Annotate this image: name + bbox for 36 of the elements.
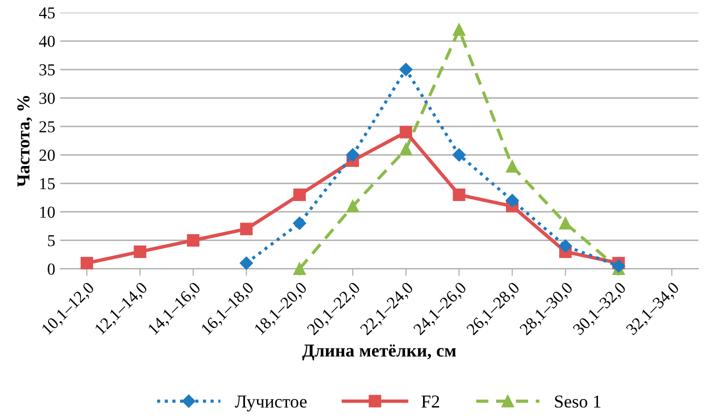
point — [612, 259, 626, 273]
y-tick-label: 15 — [40, 178, 55, 190]
point — [506, 160, 519, 173]
point — [400, 142, 412, 156]
y-tick-label: 40 — [39, 36, 55, 48]
point — [292, 216, 306, 230]
point — [134, 245, 146, 258]
point — [240, 256, 253, 270]
point — [452, 23, 466, 36]
legend-label: Seso 1 — [555, 396, 600, 408]
point — [399, 62, 412, 76]
point — [400, 126, 412, 138]
point — [452, 148, 466, 162]
x-axis-title: Длина метёлки, см — [302, 344, 456, 360]
y-axis-title: Частота, % — [17, 96, 32, 187]
point — [346, 200, 359, 212]
y-tick-label: 45 — [39, 7, 55, 19]
point — [293, 262, 306, 276]
point — [240, 222, 253, 236]
point — [452, 188, 466, 202]
y-tick-label: 30 — [40, 92, 55, 104]
y-tick-label: 5 — [48, 235, 55, 246]
point — [80, 256, 94, 270]
point — [558, 239, 572, 253]
legend-label: Лучистое — [234, 396, 307, 412]
y-tick-label: 35 — [40, 64, 55, 76]
y-tick-label: 10 — [40, 206, 55, 218]
point — [559, 217, 572, 230]
point — [186, 234, 200, 247]
y-tick-label: 20 — [39, 150, 55, 161]
point — [506, 194, 519, 208]
y-tick-label: 0 — [48, 264, 55, 275]
point — [346, 148, 360, 162]
legend-label: F2 — [422, 396, 440, 408]
point — [293, 188, 306, 202]
y-tick-label: 25 — [39, 121, 55, 132]
